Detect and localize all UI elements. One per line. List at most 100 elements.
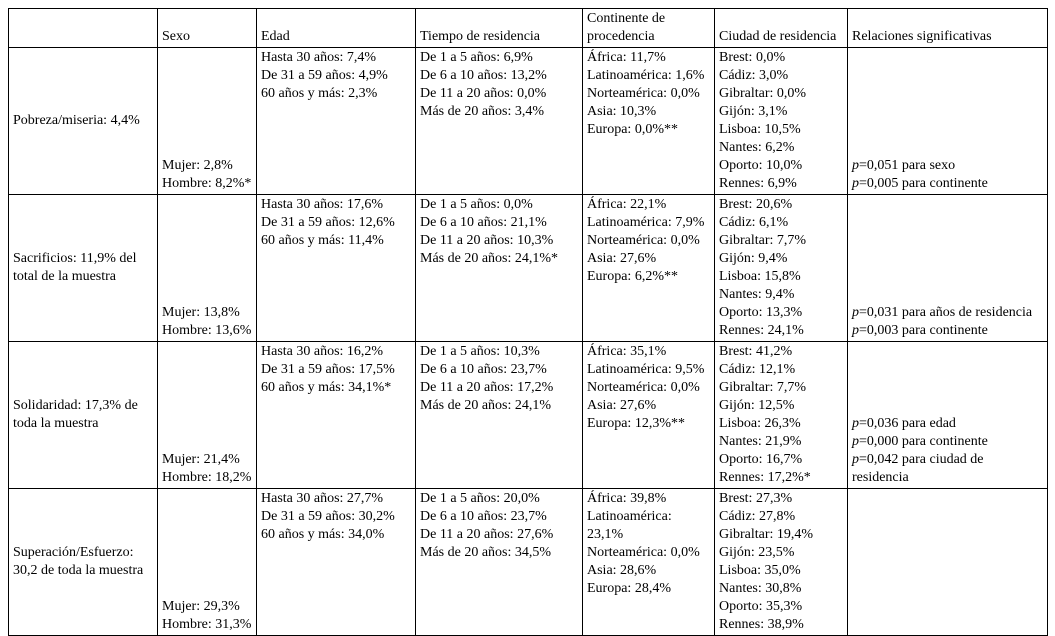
ciudad-cell: Brest: 0,0% Cádiz: 3,0% Gibraltar: 0,0% Gij… [714, 47, 848, 195]
continente-value: Europa: 0,0%** [587, 122, 678, 137]
relaciones-value: p=0,003 para continente [852, 323, 988, 338]
continente-value: Asia: 27,6% [587, 398, 657, 413]
relaciones-value: p=0,031 para años de residencia [852, 305, 1033, 320]
edad-value: 60 años y más: 34,0% [261, 527, 385, 542]
ciudad-cell: Brest: 27,3% Cádiz: 27,8% Gibraltar: 19,4%… [714, 488, 848, 636]
continente-value: Latinoamérica: 9,5% [587, 362, 705, 377]
tiempo-value: Más de 20 años: 34,5% [420, 545, 552, 560]
label-value: Superación/Esfuerzo: 30,2 de toda la mue… [13, 545, 144, 578]
tiempo-cell: De 1 a 5 años: 20,0% De 6 a 10 años: 23,7… [415, 488, 583, 636]
continente-value: Norteamérica: 0,0% [587, 233, 700, 248]
ciudad-value: Gijón: 3,1% [719, 104, 788, 119]
continente-value: Asia: 27,6% [587, 251, 657, 266]
tiempo-value: De 6 a 10 años: 21,1% [420, 215, 547, 230]
ciudad-value: Cádiz: 27,8% [719, 509, 796, 524]
ciudad-value: Gijón: 9,4% [719, 251, 788, 266]
sexo-value: Hombre: 18,2% [162, 470, 252, 485]
tiempo-value: De 6 a 10 años: 23,7% [420, 362, 547, 377]
edad-cell: Hasta 30 años: 27,7% De 31 a 59 años: 30,… [256, 488, 416, 636]
column-header-continente-de-procedencia: Continente de procedencia [582, 8, 715, 48]
edad-value: Hasta 30 años: 27,7% [261, 491, 384, 506]
edad-cell: Hasta 30 años: 16,2% De 31 a 59 años: 17,… [256, 341, 416, 489]
ciudad-value: Nantes: 9,4% [719, 287, 795, 302]
continente-value: Latinoamérica: 7,9% [587, 215, 705, 230]
sexo-value: Mujer: 29,3% [162, 599, 240, 614]
ciudad-cell: Brest: 41,2% Cádiz: 12,1% Gibraltar: 7,7% G… [714, 341, 848, 489]
ciudad-value: Cádiz: 3,0% [719, 68, 789, 83]
tiempo-value: Más de 20 años: 24,1% [420, 398, 552, 413]
continente-cell: África: 35,1% Latinoamérica: 9,5% Norteamé… [582, 341, 715, 489]
ciudad-value: Cádiz: 6,1% [719, 215, 789, 230]
ciudad-value: Rennes: 17,2%* [719, 470, 811, 485]
tiempo-value: De 6 a 10 años: 13,2% [420, 68, 547, 83]
relaciones-cell: p=0,051 para sexo p=0,005 para continente [847, 47, 1048, 195]
sexo-cell: Mujer: 21,4% Hombre: 18,2% [157, 341, 257, 489]
ciudad-value: Gibraltar: 7,7% [719, 380, 807, 395]
relaciones-value: p=0,005 para continente [852, 176, 988, 191]
tiempo-value: De 6 a 10 años: 23,7% [420, 509, 547, 524]
continente-value: Asia: 10,3% [587, 104, 657, 119]
relaciones-value: p=0,036 para edad [852, 416, 956, 431]
ciudad-value: Nantes: 21,9% [719, 434, 802, 449]
ciudad-value: Gijón: 12,5% [719, 398, 795, 413]
statistics-table: Sexo Edad Tiempo de residencia Continent… [8, 8, 1048, 636]
tiempo-cell: De 1 a 5 años: 6,9% De 6 a 10 años: 13,2%… [415, 47, 583, 195]
label-value: Pobreza/miseria: 4,4% [13, 113, 140, 128]
ciudad-value: Gibraltar: 7,7% [719, 233, 807, 248]
table-row: Superación/Esfuerzo: 30,2 de toda la mue… [8, 488, 1048, 636]
tiempo-value: De 1 a 5 años: 0,0% [420, 197, 533, 212]
tiempo-value: De 1 a 5 años: 10,3% [420, 344, 540, 359]
continente-cell: África: 11,7% Latinoamérica: 1,6% Norteamé… [582, 47, 715, 195]
sexo-cell: Mujer: 29,3% Hombre: 31,3% [157, 488, 257, 636]
continente-value: África: 22,1% [587, 197, 667, 212]
relaciones-value: p=0,042 para ciudad de residencia [852, 452, 984, 485]
continente-value: Latinoamérica: 23,1% [587, 509, 672, 542]
continente-value: Norteamérica: 0,0% [587, 86, 700, 101]
sexo-value: Hombre: 13,6% [162, 323, 252, 338]
relaciones-cell: p=0,031 para años de residencia p=0,003 p… [847, 194, 1048, 342]
continente-value: Asia: 28,6% [587, 563, 657, 578]
edad-value: 60 años y más: 11,4% [261, 233, 384, 248]
ciudad-value: Oporto: 16,7% [719, 452, 803, 467]
edad-value: De 31 a 59 años: 17,5% [261, 362, 395, 377]
column-header-category [8, 8, 158, 48]
tiempo-value: De 11 a 20 años: 0,0% [420, 86, 547, 101]
label-value: Solidaridad: 17,3% de toda la muestra [13, 398, 138, 431]
edad-value: De 31 a 59 años: 4,9% [261, 68, 388, 83]
continente-value: Europa: 6,2%** [587, 269, 678, 284]
ciudad-value: Rennes: 6,9% [719, 176, 797, 191]
table-row: Sacrificios: 11,9% del total de la muest… [8, 194, 1048, 342]
ciudad-value: Rennes: 38,9% [719, 617, 804, 632]
ciudad-value: Brest: 41,2% [719, 344, 793, 359]
ciudad-value: Rennes: 24,1% [719, 323, 804, 338]
document-page: Sexo Edad Tiempo de residencia Continent… [8, 8, 1048, 636]
tiempo-cell: De 1 a 5 años: 0,0% De 6 a 10 años: 21,1%… [415, 194, 583, 342]
sexo-cell: Mujer: 2,8% Hombre: 8,2%* [157, 47, 257, 195]
edad-value: 60 años y más: 2,3% [261, 86, 378, 101]
column-header-tiempo-de-residencia: Tiempo de residencia [415, 8, 583, 48]
ciudad-value: Gibraltar: 0,0% [719, 86, 807, 101]
continente-value: Latinoamérica: 1,6% [587, 68, 705, 83]
sexo-cell: Mujer: 13,8% Hombre: 13,6% [157, 194, 257, 342]
ciudad-value: Brest: 27,3% [719, 491, 793, 506]
ciudad-value: Oporto: 13,3% [719, 305, 803, 320]
continente-value: Norteamérica: 0,0% [587, 380, 700, 395]
ciudad-cell: Brest: 20,6% Cádiz: 6,1% Gibraltar: 7,7% Gi… [714, 194, 848, 342]
relaciones-value: p=0,000 para continente [852, 434, 988, 449]
ciudad-value: Brest: 0,0% [719, 50, 786, 65]
edad-value: De 31 a 59 años: 12,6% [261, 215, 395, 230]
tiempo-value: Más de 20 años: 24,1%* [420, 251, 559, 266]
table-header: Sexo Edad Tiempo de residencia Continent… [8, 8, 1048, 48]
continente-value: Europa: 12,3%** [587, 416, 685, 431]
relaciones-cell: p=0,036 para edad p=0,000 para continente… [847, 341, 1048, 489]
column-header-ciudad-de-residencia: Ciudad de residencia [714, 8, 848, 48]
ciudad-value: Lisboa: 26,3% [719, 416, 801, 431]
sexo-value: Mujer: 13,8% [162, 305, 240, 320]
ciudad-value: Brest: 20,6% [719, 197, 793, 212]
tiempo-value: Más de 20 años: 3,4% [420, 104, 545, 119]
edad-value: 60 años y más: 34,1%* [261, 380, 392, 395]
table-row: Solidaridad: 17,3% de toda la muestra Muj… [8, 341, 1048, 489]
sexo-value: Hombre: 8,2%* [162, 176, 252, 191]
ciudad-value: Gibraltar: 19,4% [719, 527, 814, 542]
tiempo-value: De 11 a 20 años: 17,2% [420, 380, 554, 395]
